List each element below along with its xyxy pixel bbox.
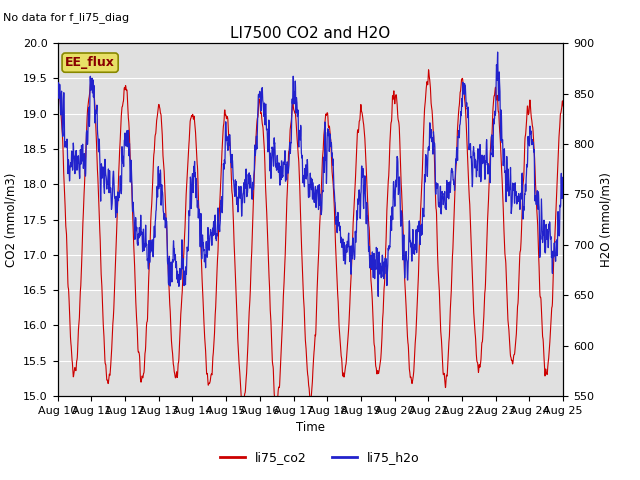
X-axis label: Time: Time	[296, 421, 325, 434]
Text: No data for f_li75_diag: No data for f_li75_diag	[3, 12, 129, 23]
Title: LI7500 CO2 and H2O: LI7500 CO2 and H2O	[230, 25, 390, 41]
Y-axis label: CO2 (mmol/m3): CO2 (mmol/m3)	[4, 172, 17, 267]
Legend: li75_co2, li75_h2o: li75_co2, li75_h2o	[215, 446, 425, 469]
Text: EE_flux: EE_flux	[65, 56, 115, 69]
Y-axis label: H2O (mmol/m3): H2O (mmol/m3)	[600, 172, 612, 267]
